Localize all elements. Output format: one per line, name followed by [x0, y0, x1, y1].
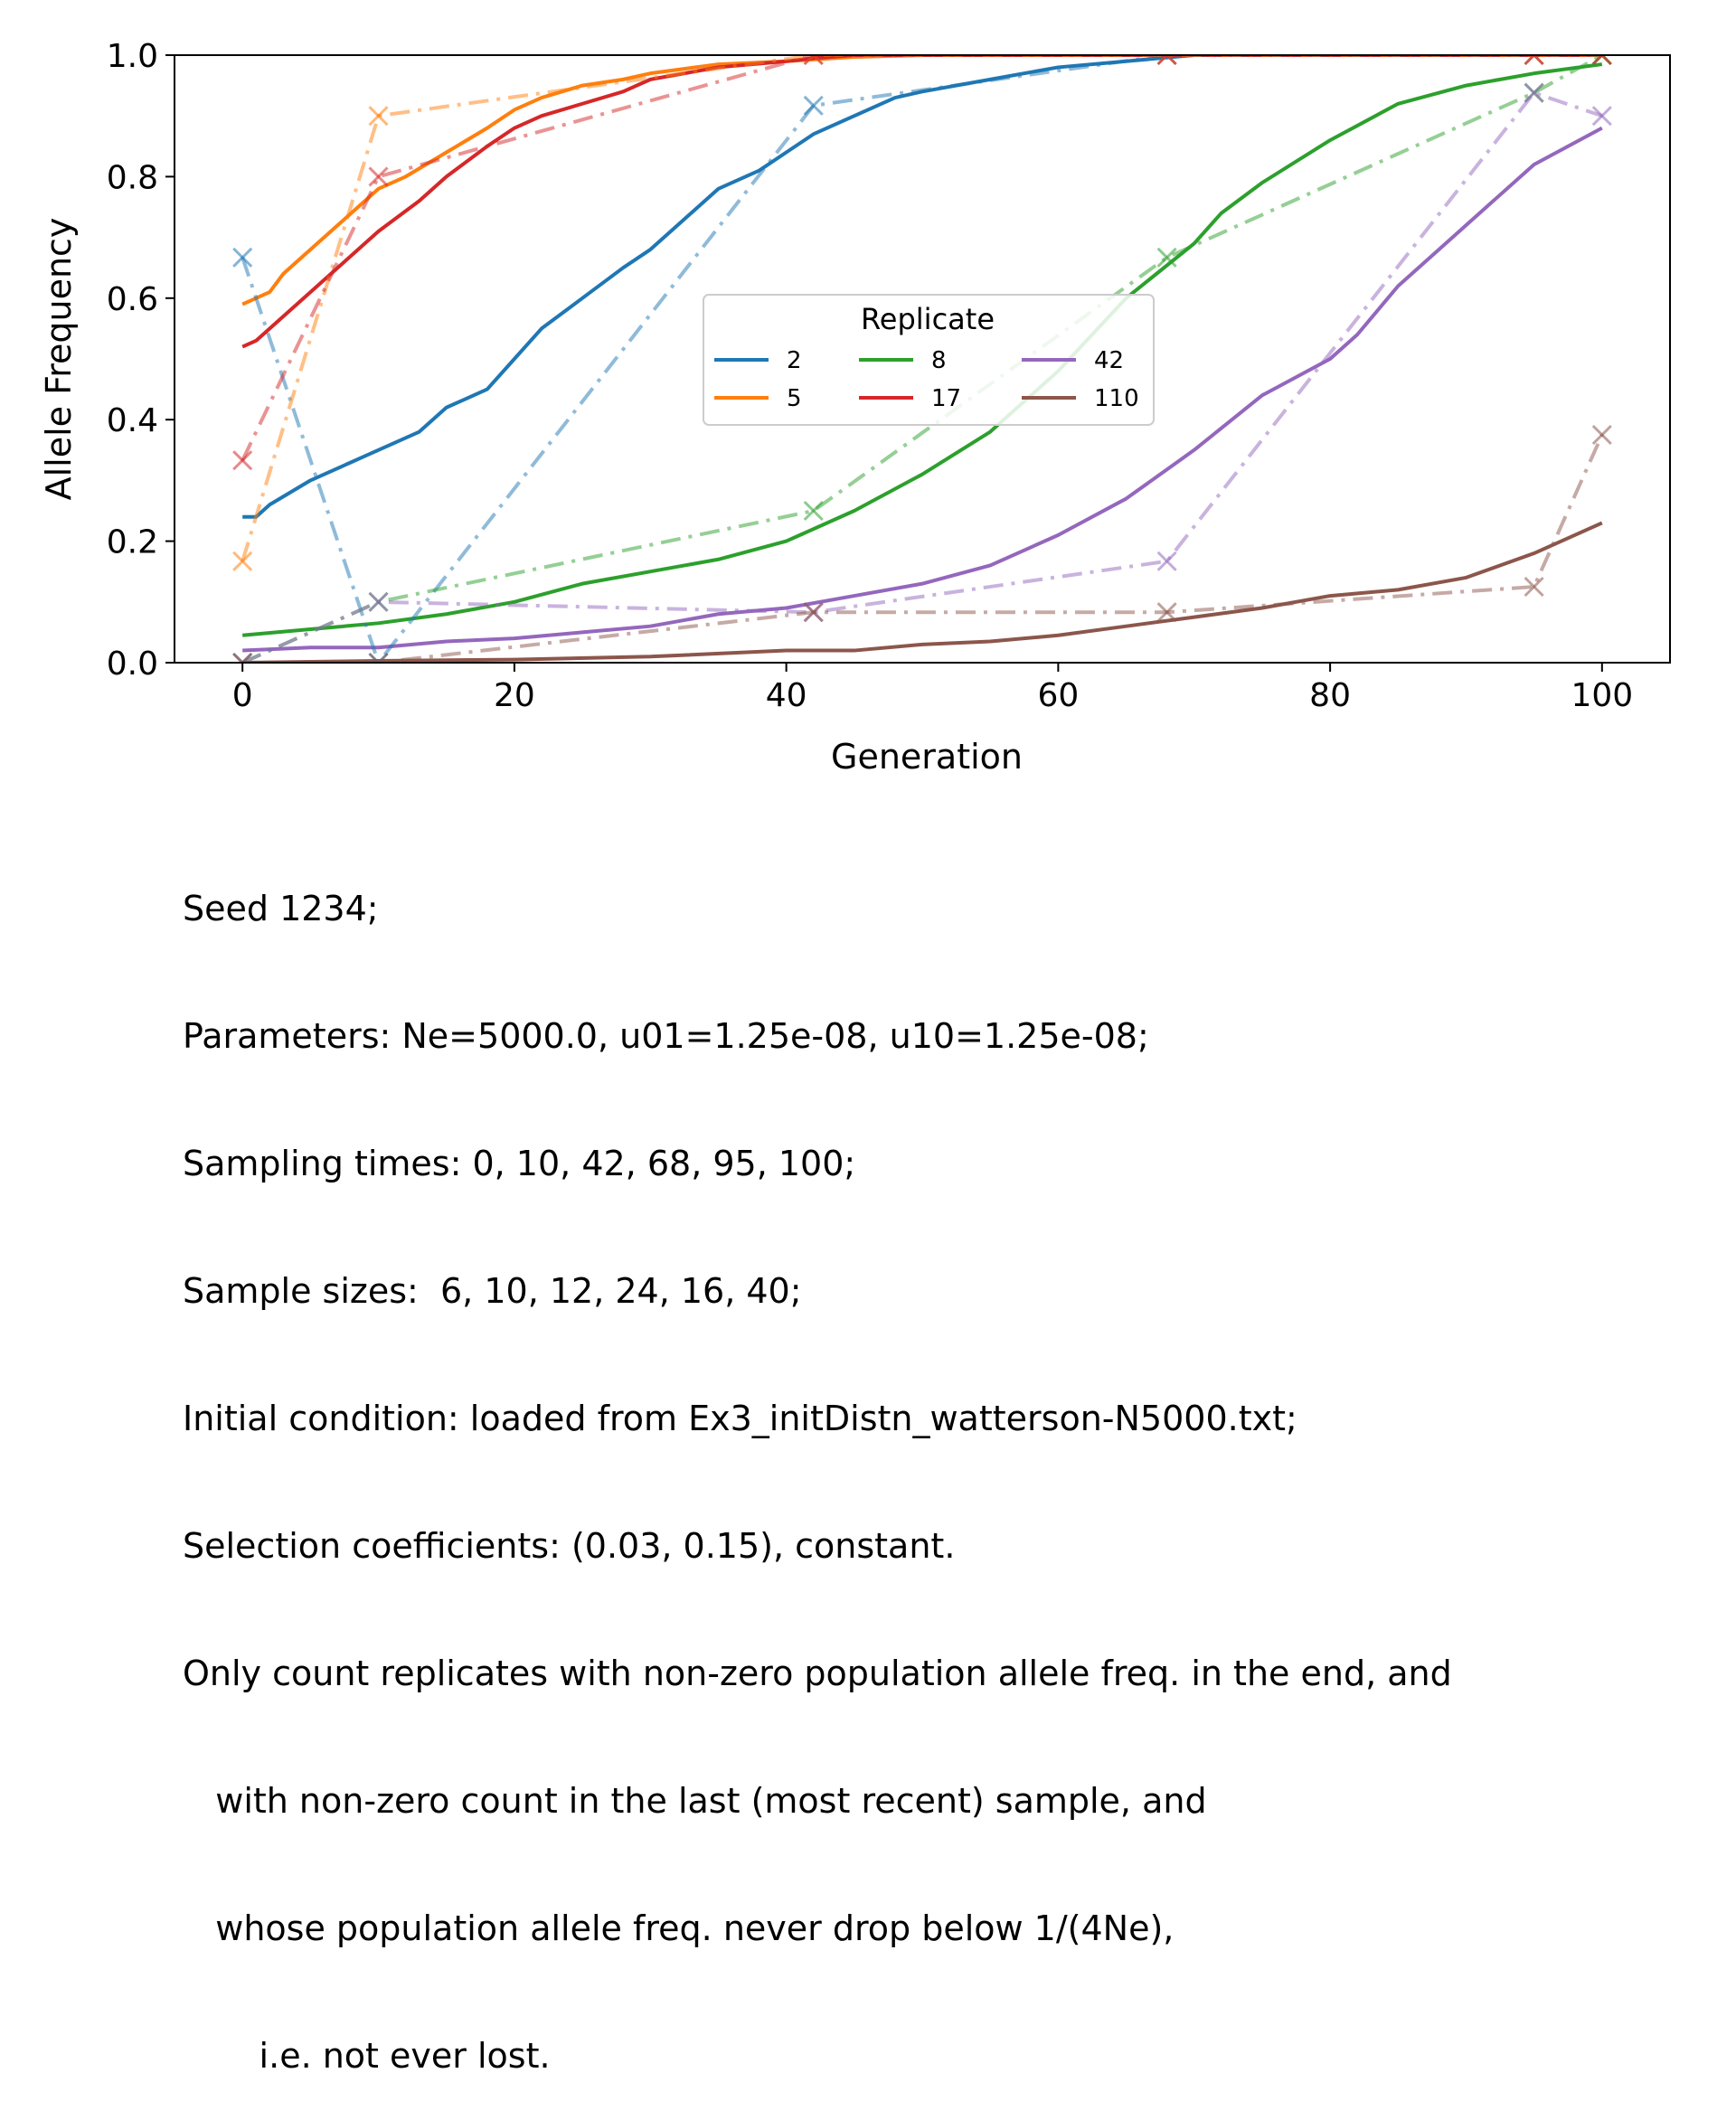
legend-label: 42	[1094, 347, 1124, 374]
sample-marker-8	[803, 500, 824, 522]
sample-marker-2	[803, 95, 824, 116]
y-tick-label: 1.0	[107, 38, 158, 75]
x-tick-label: 40	[766, 677, 807, 714]
caption-line: i.e. not ever lost.	[183, 2036, 551, 2076]
caption-line: Only count replicates with non-zero popu…	[183, 1654, 1452, 1693]
y-axis: 0.0 0.2 0.4 0.6 0.8 1.0	[107, 38, 175, 683]
sample-marker-17	[232, 450, 253, 471]
x-tick-label: 0	[232, 677, 253, 714]
sample-marker-42	[1591, 106, 1612, 127]
sample-line-2	[241, 55, 1602, 663]
sample-marker-17	[1591, 55, 1612, 66]
sample-marker-8	[1156, 247, 1177, 268]
legend-entry-110: 110	[1022, 385, 1139, 412]
sample-marker-110	[368, 652, 389, 663]
sample-marker-110	[1156, 602, 1177, 623]
legend-entries: 2 5 8 17 42 110	[714, 347, 1139, 412]
trajectory-line-110	[242, 521, 1603, 663]
legend-frame	[703, 294, 1155, 426]
x-tick-label: 60	[1037, 677, 1079, 714]
sample-marker-42	[368, 591, 389, 612]
legend-label: 8	[931, 347, 947, 374]
legend: Replicate 2 5 8 17 42 110	[703, 294, 1155, 426]
sample-line-110	[242, 434, 1604, 663]
sample-marker-110	[803, 602, 824, 623]
sample-marker-2	[232, 247, 253, 268]
legend-label: 17	[931, 385, 961, 412]
legend-label: 2	[787, 347, 802, 374]
x-tick-label: 80	[1309, 677, 1351, 714]
sample-marker-5	[232, 551, 253, 571]
caption-line: Seed 1234;	[183, 889, 379, 928]
trajectory-line-8	[242, 62, 1603, 637]
caption-line: Parameters: Ne=5000.0, u01=1.25e-08, u10…	[183, 1016, 1149, 1056]
plot-frame	[174, 54, 1671, 664]
sample-line-5	[241, 55, 1602, 562]
legend-label: 5	[787, 385, 802, 412]
legend-entry-42: 42	[1022, 347, 1124, 374]
legend-entry-17: 17	[859, 385, 961, 412]
figure-caption: Seed 1234; Parameters: Ne=5000.0, u01=1.…	[183, 803, 1452, 2120]
sample-marker-17	[803, 55, 824, 66]
sample-lines	[232, 55, 1612, 663]
y-axis-label: Allele Frequency	[39, 218, 79, 501]
caption-line: Initial condition: loaded from Ex3_initD…	[183, 1399, 1297, 1438]
legend-entry-8: 8	[859, 347, 947, 374]
legend-entry-2: 2	[714, 347, 802, 374]
legend-label: 110	[1094, 385, 1139, 412]
caption-line: Sample sizes: 6, 10, 12, 24, 16, 40;	[183, 1271, 802, 1311]
x-tick-label: 20	[494, 677, 535, 714]
caption-line: Selection coefficients: (0.03, 0.15), co…	[183, 1526, 956, 1566]
sample-marker-17	[1156, 55, 1177, 66]
y-tick-label: 0.4	[107, 402, 158, 439]
y-tick-label: 0.0	[107, 645, 158, 683]
sample-line-42	[241, 90, 1603, 663]
caption-line: whose population allele freq. never drop…	[183, 1908, 1175, 1948]
plot-area	[232, 55, 1612, 663]
trajectory-line-17	[241, 55, 1602, 349]
sample-marker-42	[1156, 551, 1177, 571]
y-tick-label: 0.2	[107, 524, 158, 561]
legend-title: Replicate	[861, 302, 995, 336]
x-tick-label: 100	[1571, 677, 1633, 714]
sample-marker-110	[1524, 576, 1544, 598]
sample-marker-110	[232, 652, 253, 663]
sample-marker-42	[1524, 82, 1544, 103]
trajectory-line-42	[242, 126, 1603, 653]
sample-marker-17	[1524, 55, 1544, 66]
y-tick-label: 0.8	[107, 159, 158, 196]
sample-marker-17	[368, 166, 389, 187]
y-tick-label: 0.6	[107, 281, 158, 318]
caption-line: with non-zero count in the last (most re…	[183, 1781, 1207, 1821]
sample-marker-5	[368, 106, 389, 127]
trajectory-line-2	[242, 55, 1602, 519]
caption-line: Sampling times: 0, 10, 42, 68, 95, 100;	[183, 1144, 856, 1183]
sample-marker-110	[1591, 424, 1612, 446]
x-axis: 0 20 40 60 80 100	[232, 663, 1633, 714]
x-axis-label: Generation	[831, 737, 1023, 777]
allele-frequency-chart: 0 20 40 60 80 100 0.0 0.2 0.4 0.6 0.8 1.0 Generati…	[39, 38, 1671, 777]
legend-entry-5: 5	[714, 385, 802, 412]
